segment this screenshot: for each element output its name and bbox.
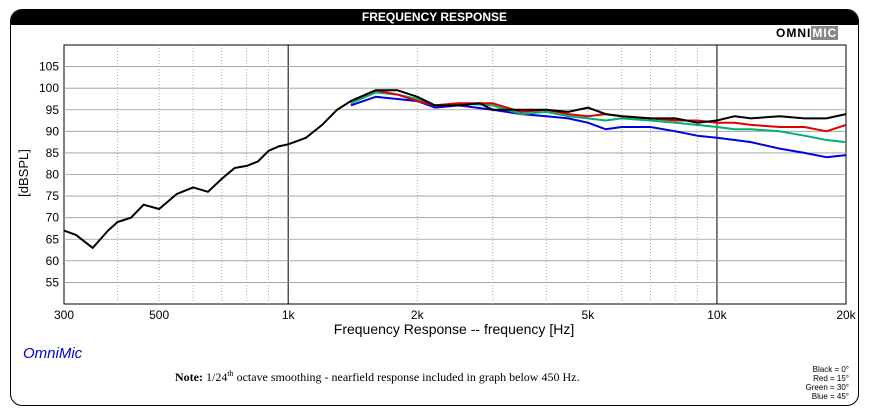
y-tick-label: 65 — [46, 232, 60, 246]
y-tick-label: 75 — [46, 189, 60, 203]
x-tick-label: 300 — [54, 308, 74, 322]
app-name-label: OmniMic — [23, 345, 83, 362]
y-tick-label: 80 — [46, 168, 60, 182]
series-line — [350, 95, 847, 159]
series-line — [63, 89, 847, 249]
y-tick-label: 95 — [46, 103, 60, 117]
smoothing-note: Note: 1/24th octave smoothing - nearfiel… — [175, 369, 580, 384]
legend-entry: Green = 30° — [805, 383, 849, 392]
y-tick-label: 55 — [46, 275, 60, 289]
x-tick-label: 2k — [411, 308, 425, 322]
legend-entry: Blue = 45° — [811, 392, 849, 401]
y-tick-label: 105 — [39, 60, 59, 74]
x-tick-label: 500 — [149, 308, 169, 322]
axis-ticks: 55 60 65 70 75 80 85 90 95 100 105 300 500 1k 2k 5k 10k 2… — [39, 60, 857, 322]
chart-title: FREQUENCY RESPONSE — [11, 10, 858, 25]
y-tick-label: 100 — [39, 81, 59, 95]
x-axis-label: Frequency Response -- frequency [Hz] — [334, 321, 574, 337]
chart-grid — [63, 44, 847, 305]
series-legend: Black = 0° Red = 15° Green = 30° Blue = … — [806, 365, 849, 401]
x-tick-label: 10k — [707, 308, 727, 322]
chart-frame: FREQUENCY RESPONSE OMNIMIC — [10, 9, 859, 406]
y-tick-label: 90 — [46, 124, 60, 138]
x-tick-label: 5k — [582, 308, 596, 322]
chart-series — [63, 89, 847, 249]
omnimic-logo: OMNIMIC — [776, 26, 839, 40]
x-tick-label: 20k — [836, 308, 856, 322]
y-axis-label: [dBSPL] — [16, 149, 31, 197]
y-tick-label: 70 — [46, 211, 60, 225]
x-tick-label: 1k — [282, 308, 296, 322]
y-tick-label: 85 — [46, 146, 60, 160]
legend-entry: Red = 15° — [813, 374, 849, 383]
legend-entry: Black = 0° — [812, 365, 849, 374]
y-tick-label: 60 — [46, 254, 60, 268]
